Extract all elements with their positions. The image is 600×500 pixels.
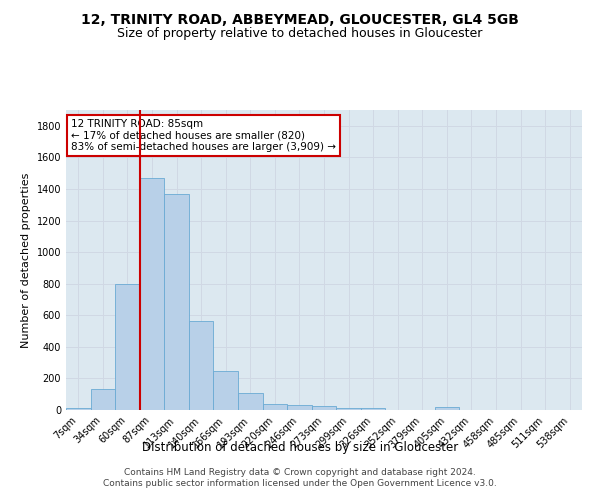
Text: 12 TRINITY ROAD: 85sqm
← 17% of detached houses are smaller (820)
83% of semi-de: 12 TRINITY ROAD: 85sqm ← 17% of detached… bbox=[71, 119, 336, 152]
Text: Contains HM Land Registry data © Crown copyright and database right 2024.
Contai: Contains HM Land Registry data © Crown c… bbox=[103, 468, 497, 487]
Bar bbox=[66, 408, 91, 410]
Bar bbox=[312, 406, 336, 410]
Text: Size of property relative to detached houses in Gloucester: Size of property relative to detached ho… bbox=[118, 28, 482, 40]
Bar bbox=[214, 370, 238, 410]
Bar bbox=[287, 406, 312, 410]
Bar bbox=[238, 392, 263, 410]
Text: 12, TRINITY ROAD, ABBEYMEAD, GLOUCESTER, GL4 5GB: 12, TRINITY ROAD, ABBEYMEAD, GLOUCESTER,… bbox=[81, 12, 519, 26]
Bar bbox=[263, 404, 287, 410]
Bar bbox=[164, 194, 189, 410]
Bar bbox=[115, 284, 140, 410]
Bar bbox=[189, 321, 214, 410]
Text: Distribution of detached houses by size in Gloucester: Distribution of detached houses by size … bbox=[142, 441, 458, 454]
Bar bbox=[336, 408, 361, 410]
Bar bbox=[361, 408, 385, 410]
Bar bbox=[434, 407, 459, 410]
Bar bbox=[91, 390, 115, 410]
Y-axis label: Number of detached properties: Number of detached properties bbox=[21, 172, 31, 348]
Bar bbox=[140, 178, 164, 410]
